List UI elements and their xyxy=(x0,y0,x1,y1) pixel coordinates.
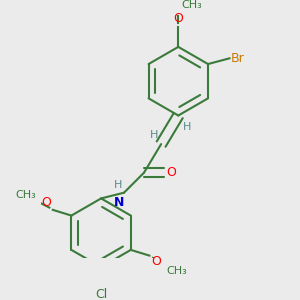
Text: N: N xyxy=(114,196,124,208)
Text: O: O xyxy=(173,12,183,26)
Text: Br: Br xyxy=(231,52,244,65)
Text: H: H xyxy=(150,130,158,140)
Text: CH₃: CH₃ xyxy=(15,190,36,200)
Text: O: O xyxy=(41,196,51,209)
Text: Cl: Cl xyxy=(95,289,107,300)
Text: CH₃: CH₃ xyxy=(167,266,187,276)
Text: H: H xyxy=(183,122,191,132)
Text: CH₃: CH₃ xyxy=(181,0,202,10)
Text: O: O xyxy=(166,166,176,179)
Text: H: H xyxy=(114,180,122,190)
Text: O: O xyxy=(151,255,161,268)
